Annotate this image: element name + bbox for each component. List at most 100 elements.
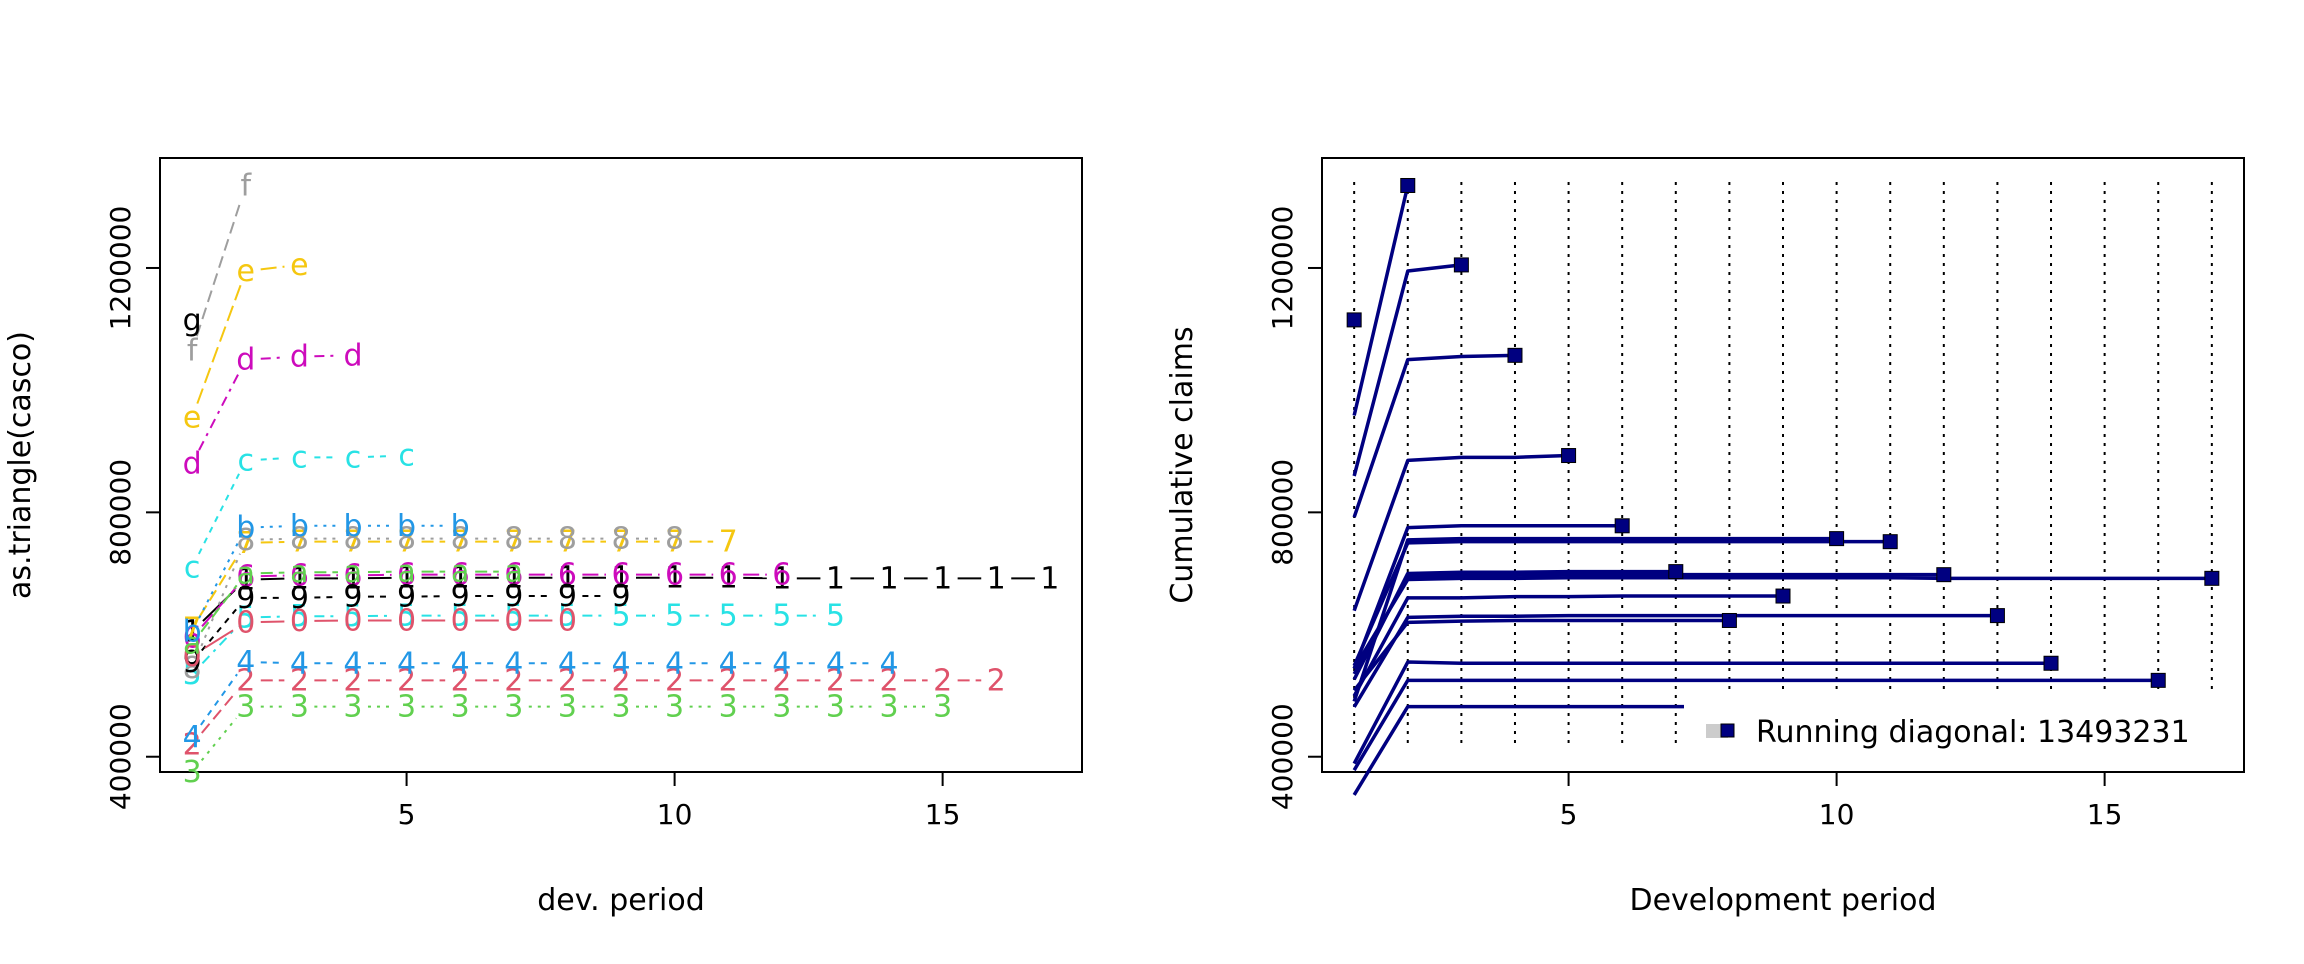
right-x-tick-label: 10 [1819,798,1855,831]
left-series-c-segment [199,474,239,554]
left-series-e-point: e [290,248,308,283]
left-series-3-point: 3 [504,690,523,725]
left-series-d-segment [261,357,285,358]
left-series-b-point: b [183,614,202,649]
left-x-tick-label: 10 [657,798,693,831]
left-series-d-segment [314,356,338,357]
left-series-b-point: b [451,509,470,544]
left-series-6-point: 6 [772,558,791,593]
left-series-f-point: f [240,168,252,203]
right-x-tick-label: 5 [1560,798,1578,831]
right-series-6-diagonal-marker [1937,568,1951,582]
left-series-c-segment [368,456,392,457]
left-series-7-segment [261,542,285,543]
left-series-c-point: c [398,439,415,474]
left-series-9-point: 9 [611,579,630,614]
right-series-f-diagonal-marker [1401,178,1415,192]
left-series-a-point: a [505,555,523,590]
left-series-4-point: 4 [290,646,309,681]
left-series-3-point: 3 [236,690,255,725]
left-series-0-point: 0 [504,603,523,638]
left-series-5-segment [261,617,285,618]
right-series-b-diagonal-marker [1615,519,1629,533]
left-series-4-point: 4 [183,720,202,755]
right-y-tick-label: 400000 [1266,703,1299,810]
left-series-0-point: 0 [290,604,309,639]
left-series-4-segment [201,674,237,725]
left-series-3-segment [202,718,237,760]
left-series-4-point: 4 [879,646,898,681]
left-series-f-segment [197,200,241,336]
left-series-1-segment [261,579,285,580]
right-series-e [1354,258,1468,476]
left-series-3-point: 3 [719,690,738,725]
left-series-6-segment [261,576,285,577]
left-series-0-segment [205,630,233,648]
right-series-9-diagonal-marker [1776,589,1790,603]
left-series-1-point: 1 [826,561,845,596]
left-series-1-point: 1 [879,561,898,596]
left-series-8-point: 8 [611,522,630,557]
left-series-e-point: e [237,254,255,289]
left-series-5-point: 5 [719,599,738,634]
left-series-1-point: 1 [933,561,952,596]
left-series-3-point: 3 [772,690,791,725]
left-series-3-point: 3 [451,690,470,725]
left-series-g-point: g [183,303,202,338]
left-series-b-point: b [397,509,416,544]
left-series-0-point: 0 [397,603,416,638]
right-x-axis-label: Development period [1629,883,1936,918]
left-series-1-point: 1 [1040,561,1059,596]
left-series-0-point: 0 [236,605,255,640]
left-series-b-point: b [343,509,362,544]
right-series-2-diagonal-marker [2151,673,2165,687]
left-series-8-point: 8 [558,522,577,557]
left-series-6-point: 6 [719,558,738,593]
right-series-g-diagonal-marker [1347,313,1361,327]
left-series-3-point: 3 [933,690,952,725]
left-y-tick-label: 400000 [104,703,137,810]
legend-marker [1721,724,1734,737]
left-series-0-point: 0 [451,603,470,638]
left-series-d-segment [199,373,239,450]
left-series-7-point: 7 [719,525,738,560]
right-series-4-diagonal-marker [2044,656,2058,670]
left-y-tick-label: 1200000 [104,206,137,331]
left-series-c-point: c [238,443,255,478]
left-series-5-point: 5 [772,599,791,634]
left-y-axis-label: as.triangle(casco) [3,331,38,599]
left-series-1-point: 1 [987,561,1006,596]
left-series-c-point: c [291,440,308,475]
right-series-c-diagonal-marker [1562,449,1576,463]
right-series-5 [1354,609,2004,707]
right-series-1-diagonal-marker [2205,571,2219,585]
left-x-tick-label: 5 [398,798,416,831]
left-series-e-segment [261,267,285,270]
left-series-3-point: 3 [290,690,309,725]
left-series-f-point: f [187,333,199,368]
right-series-0-diagonal-marker [1722,613,1736,627]
left-series-3-point: 3 [611,690,630,725]
left-y-tick-label: 800000 [104,459,137,566]
right-series-d-diagonal-marker [1508,348,1522,362]
right-series-f [1354,178,1415,415]
right-y-axis-label: Cumulative claims [1165,326,1200,603]
left-x-axis: 5 10 15 [398,772,961,831]
left-series-4-segment [261,662,285,663]
left-series-0-segment [261,621,285,622]
left-series-5-point: 5 [665,599,684,634]
left-x-tick-label: 15 [925,798,961,831]
left-series-a-point: a [451,555,469,590]
right-series-g [1347,313,1361,327]
left-series-4-point: 4 [236,645,255,680]
left-series-b-point: b [236,511,255,546]
left-series-a-point: a [397,555,415,590]
left-series-3-point: 3 [183,755,202,790]
